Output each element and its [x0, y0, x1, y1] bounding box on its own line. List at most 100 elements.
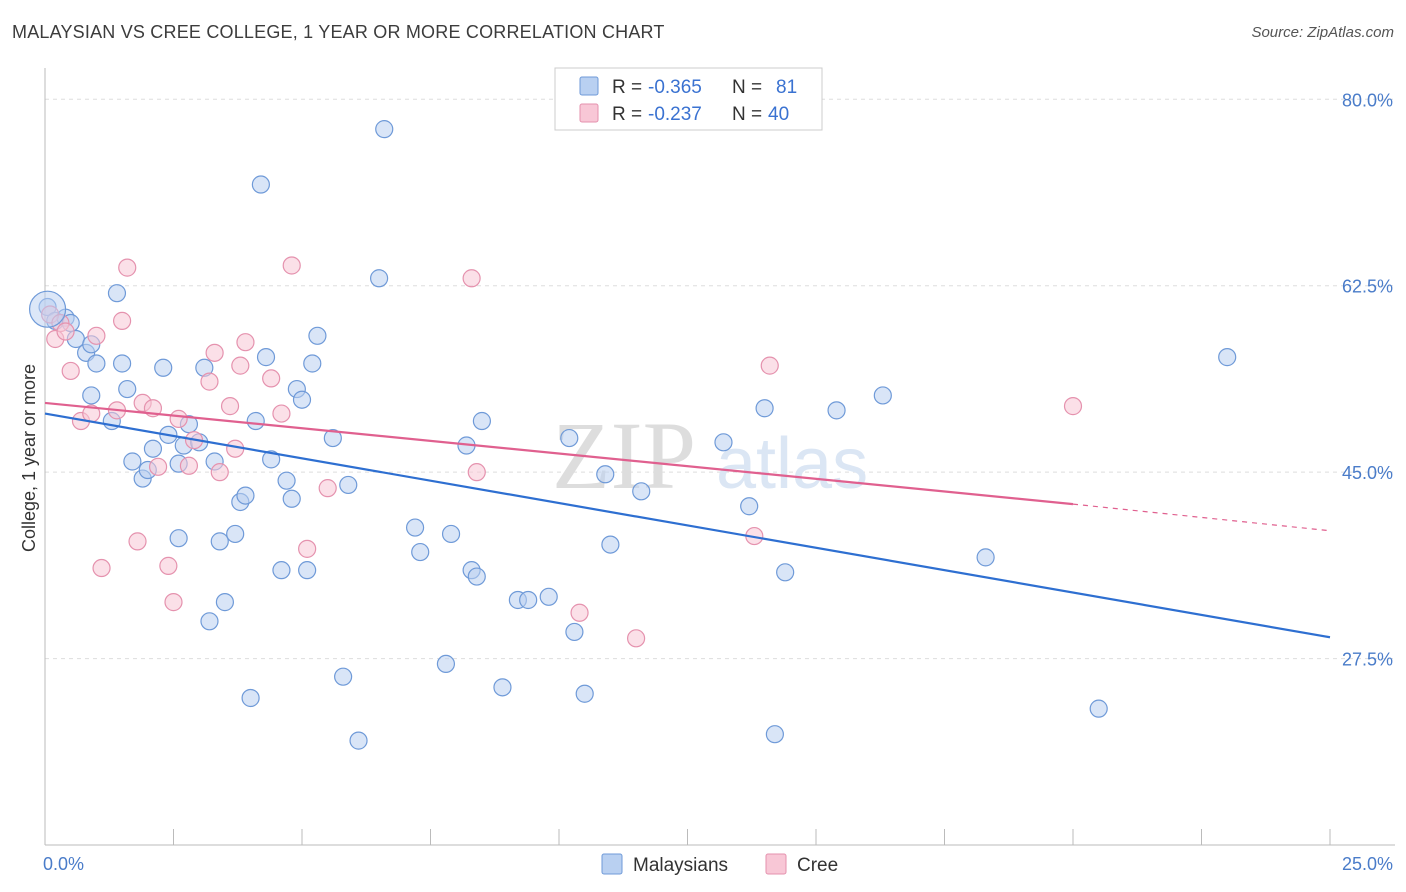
legend-r-value-1: -0.365 [648, 77, 702, 98]
trend-lines [44, 401, 1331, 639]
malaysian-point [200, 612, 219, 631]
cree-point [169, 409, 188, 428]
malaysian-point [441, 524, 461, 544]
malaysian-point [467, 567, 486, 586]
cree-point [626, 629, 646, 648]
malaysian-cluster-point [28, 290, 67, 328]
y-tick-label: 45.0% [1342, 463, 1393, 483]
malaysian-point [472, 411, 491, 431]
malaysian-point [436, 654, 456, 674]
malaysian-point [339, 475, 358, 495]
malaysian-trend-line [44, 412, 1331, 639]
malaysian-point [375, 120, 394, 139]
malaysian-point [123, 452, 142, 471]
malaysian-point [632, 482, 651, 501]
cree-point [210, 463, 229, 482]
malaysian-point [755, 399, 774, 418]
malaysian-point [827, 401, 846, 420]
malaysian-point [303, 354, 322, 373]
malaysian-point [241, 688, 260, 708]
malaysian-point [539, 587, 558, 606]
malaysian-point [493, 678, 512, 697]
malaysian-point [740, 497, 759, 516]
malaysian-point [107, 284, 127, 303]
malaysian-point [282, 489, 301, 508]
malaysian-point [82, 386, 101, 405]
malaysian-point [112, 354, 132, 373]
tick-labels: 27.5% 45.0% 62.5% 80.0% 0.0% 25.0% [43, 90, 1393, 874]
malaysian-point [292, 390, 312, 409]
x-tick-label: 25.0% [1342, 854, 1393, 874]
malaysian-point [776, 563, 795, 582]
cree-point [231, 356, 250, 375]
cree-point [61, 361, 80, 381]
bottom-legend-cree: Cree [797, 855, 838, 876]
bottom-legend-malaysians: Malaysians [633, 855, 728, 876]
cree-point [92, 558, 111, 578]
cree-point [462, 269, 481, 288]
cree-point [56, 322, 75, 341]
legend-r-value-2: -0.237 [648, 104, 702, 125]
malaysian-point [596, 465, 615, 484]
cree-point [1063, 397, 1083, 416]
cree-point [128, 532, 147, 551]
malaysian-point [262, 450, 281, 469]
malaysian-point [246, 411, 265, 431]
legend-swatch-malaysians [579, 76, 599, 96]
malaysian-point [714, 433, 733, 452]
malaysian-point [308, 326, 327, 345]
legend-r-label-1: R = [612, 77, 642, 98]
malaysian-point [87, 354, 106, 373]
legend-n-value-2: 40 [768, 104, 789, 125]
stats-legend: R = -0.365 N = 81 R = -0.237 N = 40 [554, 67, 823, 131]
legend-n-label-2: N = [732, 104, 762, 125]
legend-swatch-cree [579, 103, 599, 123]
cree-point [87, 326, 106, 345]
malaysian-point [256, 348, 276, 367]
cree-point [272, 404, 291, 423]
cree-point [262, 369, 281, 388]
cree-point [200, 372, 219, 391]
cree-point [179, 456, 199, 475]
cree-point [118, 258, 137, 277]
cree-point [220, 397, 240, 416]
cree-point [760, 356, 779, 375]
bottom-legend-swatch-cree [765, 853, 787, 875]
y-tick-label: 27.5% [1342, 650, 1393, 670]
bottom-legend-swatch-malaysians [601, 853, 623, 875]
cree-point [318, 479, 337, 498]
series-legend: Malaysians Cree [601, 853, 838, 876]
cree-point [467, 463, 486, 482]
cree-point [159, 556, 178, 575]
malaysian-point [519, 590, 538, 610]
malaysian-point [575, 684, 594, 703]
malaysian-point [334, 667, 353, 686]
x-tick-label: 0.0% [43, 854, 84, 874]
watermark: ZIP atlas [552, 402, 868, 509]
y-tick-label: 80.0% [1342, 90, 1393, 110]
malaysian-point [298, 561, 317, 580]
cree-point [148, 457, 168, 476]
legend-box [554, 67, 823, 131]
malaysian-point [272, 561, 291, 580]
malaysian-point [411, 542, 430, 562]
cree-point [164, 593, 183, 612]
legend-n-value-1: 81 [776, 77, 797, 98]
chart-title: MALAYSIAN VS CREE COLLEGE, 1 YEAR OR MOR… [12, 22, 665, 42]
malaysian-point [215, 593, 234, 612]
malaysian-point [143, 439, 163, 458]
cree-point [112, 311, 132, 330]
cree-trend-extension [1072, 503, 1331, 532]
malaysian-point [169, 529, 188, 548]
axes [44, 68, 1395, 846]
cree-point [298, 539, 317, 558]
malaysian-point [601, 535, 620, 554]
cree-trend-line [44, 401, 1074, 506]
cree-point [570, 603, 589, 622]
legend-n-label-1: N = [732, 77, 762, 98]
malaysian-point [765, 725, 784, 744]
grid [45, 98, 1395, 660]
malaysian-point [277, 471, 296, 490]
malaysian-point [323, 428, 342, 448]
